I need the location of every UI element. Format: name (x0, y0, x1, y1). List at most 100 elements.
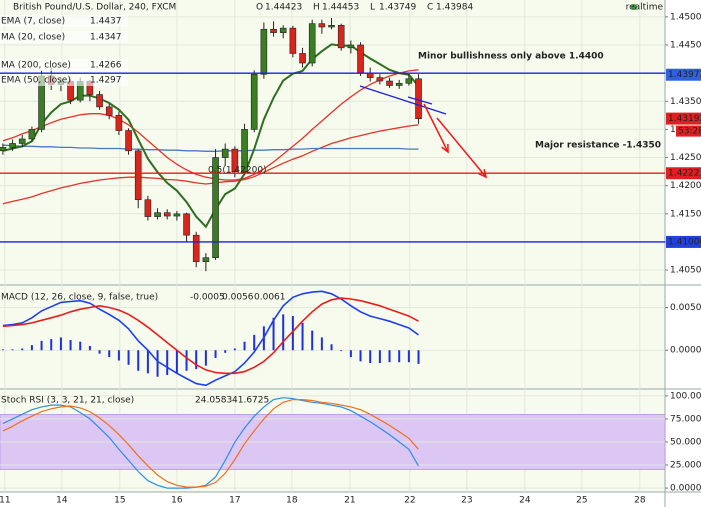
price-marker (666, 68, 701, 81)
histogram-bar (388, 350, 391, 363)
y-tick-label: 1.4350 (670, 97, 701, 107)
quote-value: 1.44423 (265, 3, 302, 13)
histogram-bar (98, 350, 101, 354)
y-tick-label: 1.4150 (670, 209, 701, 219)
candle-body (105, 106, 113, 116)
status: realtime (626, 3, 664, 13)
candle-body (144, 199, 152, 217)
price-marker-label: 1.43972 (668, 70, 701, 80)
axis-background (665, 0, 701, 507)
candle-body (415, 78, 422, 120)
histogram-bar (417, 350, 420, 364)
y-tick-label: 0.0000 (670, 346, 701, 356)
histogram-bar (398, 350, 401, 363)
candle-body (231, 148, 239, 172)
histogram-bar (21, 348, 24, 351)
histogram-bar (359, 350, 362, 362)
arrow-head (478, 169, 488, 179)
histogram-bar (40, 340, 43, 351)
candle-body (202, 257, 210, 262)
histogram-bar (272, 317, 275, 351)
panel-title: MACD (12, 26, close, 9, false, true) (1, 293, 158, 303)
histogram-bar (156, 350, 159, 377)
x-tick-label: 25 (576, 496, 587, 506)
readout: -0.0005 (190, 293, 225, 303)
y-tick-label: 1.4250 (670, 153, 701, 163)
axis-background (0, 492, 665, 507)
candle-body (405, 78, 413, 84)
histogram-bar (243, 341, 246, 351)
price-marker (666, 167, 701, 180)
x-tick-label: 22 (404, 496, 415, 506)
y-tick-label: 75.0000 (670, 414, 701, 424)
histogram-bar (127, 350, 130, 365)
candle-body (328, 25, 335, 28)
candle-body (337, 25, 345, 49)
histogram-bar (30, 345, 33, 351)
x-tick-label: 21 (344, 496, 355, 506)
legend-label: EMA (50, close) (1, 76, 71, 86)
candle-body (250, 73, 258, 130)
x-tick-label: 18 (286, 496, 298, 506)
candle-body (192, 234, 200, 262)
candle-body (260, 28, 268, 75)
y-tick-label: 0.0000 (670, 484, 701, 494)
x-tick-label: 14 (56, 496, 68, 506)
candle-body (347, 44, 355, 49)
trend-line (407, 96, 433, 105)
quote-name: C (427, 3, 433, 13)
countdown: 53:28 (678, 127, 701, 137)
readout: 0.0056 (222, 293, 254, 303)
candle-body (279, 27, 287, 33)
y-tick-label: 100.0000 (670, 391, 701, 401)
indicator-line (2, 397, 420, 489)
status-dot (631, 4, 637, 10)
histogram-bar (330, 344, 333, 351)
histogram-bar (79, 341, 82, 351)
indicator-line (2, 144, 419, 152)
readout: 41.6725 (232, 396, 269, 406)
legend-value: 1.4297 (90, 76, 122, 86)
candle-body (96, 94, 103, 108)
x-tick-label: 24 (519, 496, 531, 506)
histogram-bar (204, 350, 207, 366)
histogram-bar (108, 350, 111, 358)
x-tick-label: 28 (634, 496, 646, 506)
histogram-bar (301, 322, 304, 351)
price-marker-label: 1.41000 (668, 237, 701, 247)
histogram-bar (175, 350, 178, 374)
histogram-bar (195, 350, 198, 370)
indicator-line (2, 124, 419, 205)
histogram-bar (233, 348, 236, 351)
y-tick-label: 25.0000 (670, 461, 701, 471)
histogram-bar (166, 350, 169, 376)
arrow (423, 103, 449, 153)
histogram-bar (1, 349, 4, 351)
legend-value: 1.4437 (90, 17, 122, 27)
y-tick-label: 0.0050 (670, 303, 701, 313)
histogram-bar (311, 330, 314, 351)
readout: 24.0583 (195, 396, 232, 406)
histogram-bar (349, 350, 352, 358)
histogram-bar (117, 350, 120, 361)
histogram-bar (282, 314, 285, 351)
quote-name: L (370, 3, 375, 13)
y-tick-label: 1.4450 (670, 41, 701, 51)
price-marker (666, 235, 701, 248)
legend-value: 1.4347 (90, 33, 122, 43)
legend-label: EMA (7, close) (1, 17, 65, 27)
histogram-bar (11, 349, 14, 351)
x-tick-label: 17 (229, 496, 240, 506)
annotation: 0.5(1.42200) (208, 166, 267, 176)
candle-body (9, 143, 16, 148)
annotation: Minor bullishness only above 1.4400 (418, 52, 604, 62)
histogram-bar (50, 339, 53, 351)
legend-background (0, 74, 128, 86)
candle-body (28, 129, 36, 140)
panel-title: Stoch RSI (3, 3, 21, 21, close) (1, 396, 134, 406)
histogram-bar (88, 345, 91, 351)
candle-body (386, 80, 393, 86)
indicator-line (2, 297, 419, 375)
